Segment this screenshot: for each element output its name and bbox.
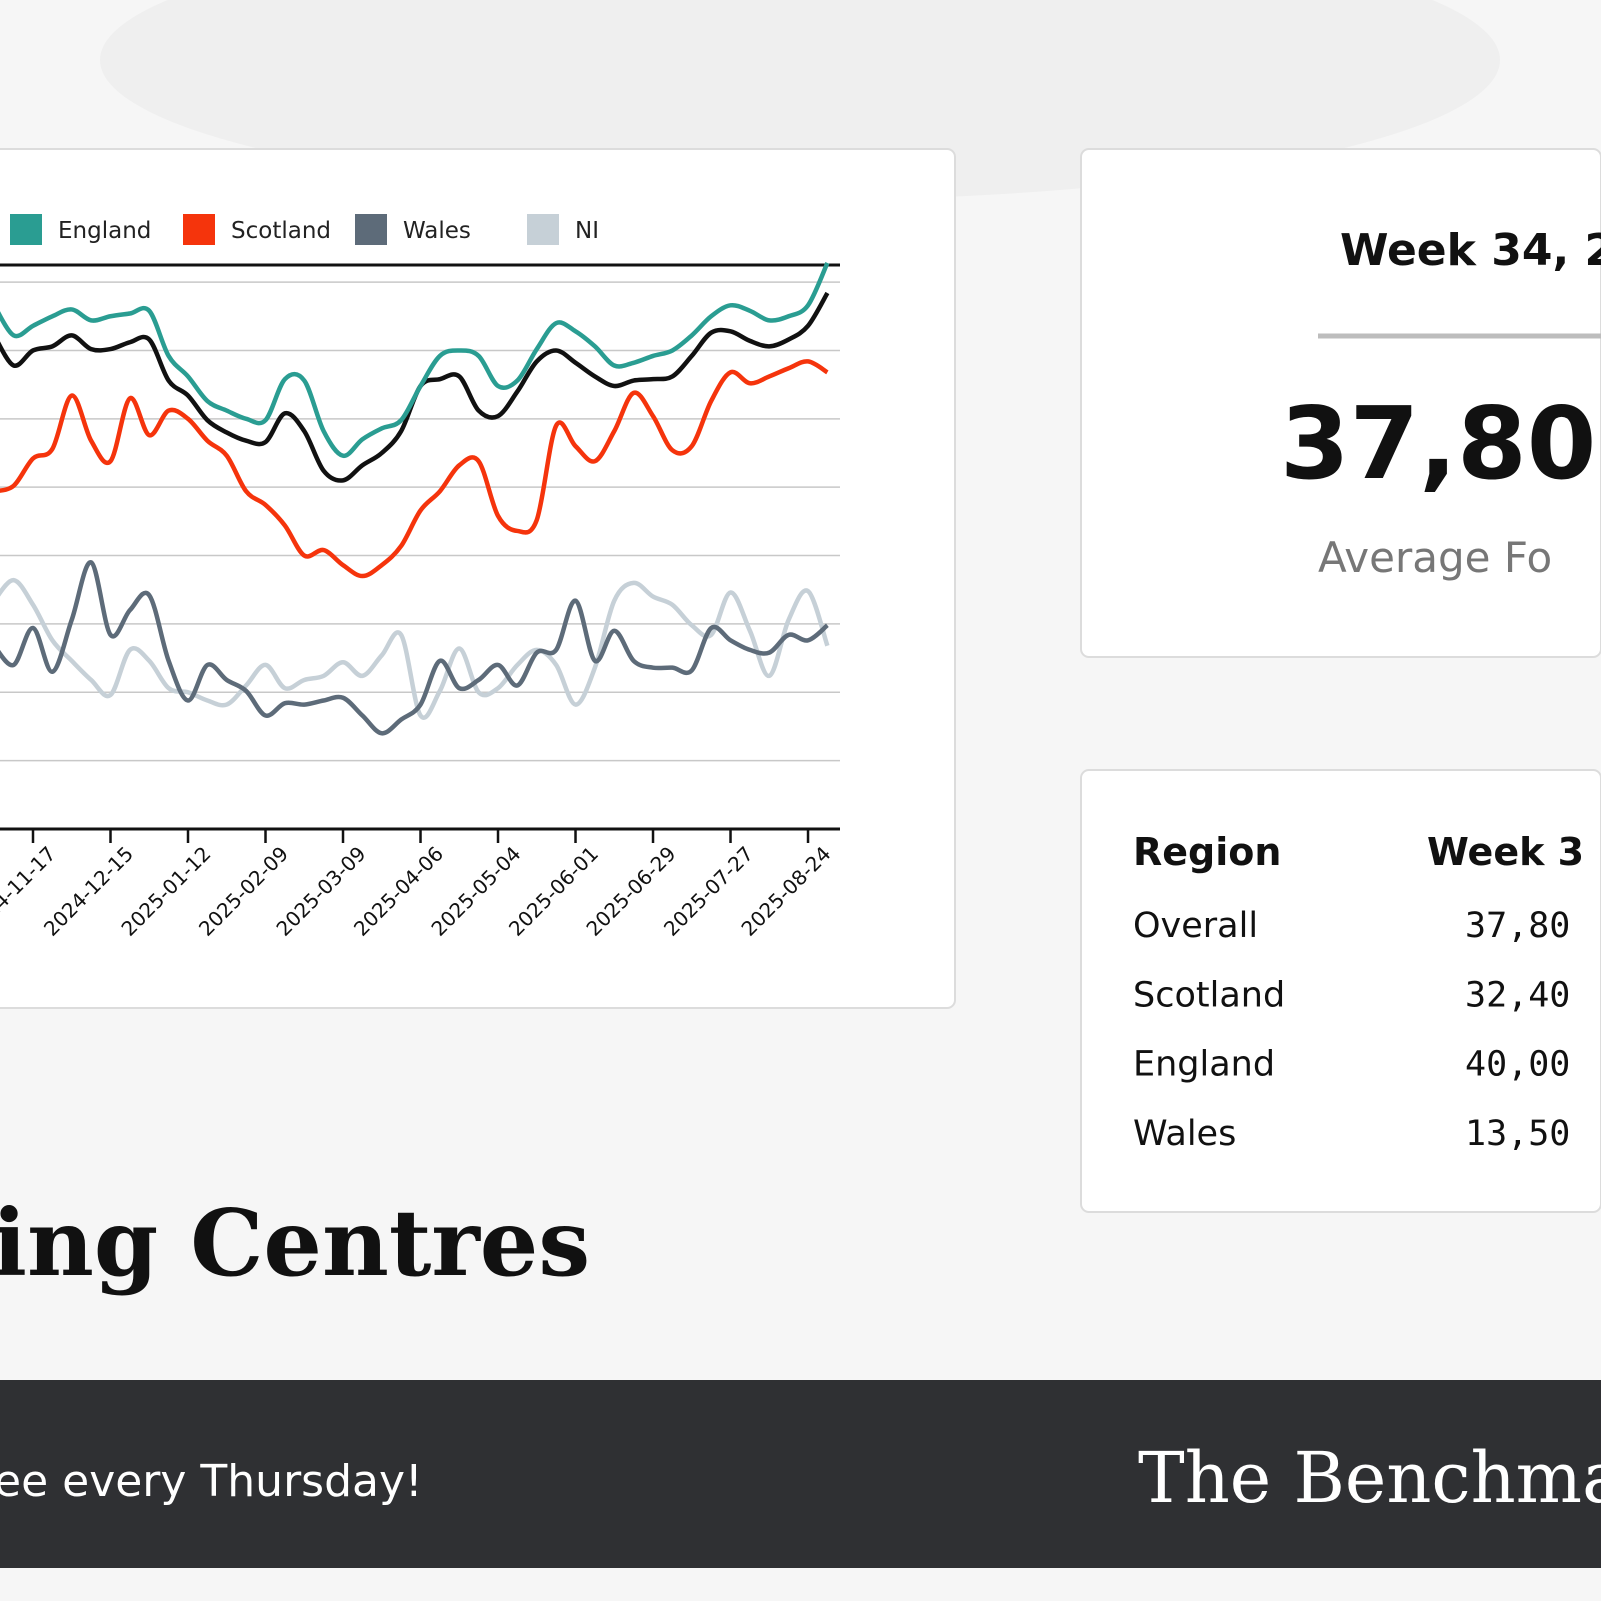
footer-text: ee every Thursday! — [0, 1456, 423, 1507]
brand: The Benchma — [1138, 1437, 1601, 1519]
series-line — [0, 262, 830, 458]
table-cell: 37,80 — [1465, 906, 1570, 946]
legend-swatch — [10, 214, 42, 245]
table-card — [1080, 769, 1601, 1213]
table-cell: Wales — [1133, 1114, 1236, 1154]
legend-label: NI — [575, 218, 599, 244]
summary-label: Average Fo — [1318, 533, 1552, 582]
chart-card — [0, 148, 956, 1009]
table-header: Week 3 — [1427, 830, 1584, 874]
legend-label: Wales — [403, 218, 471, 244]
region-table: Region Week 3 Overall 37,80 Scotland 32,40 Eng… — [1133, 830, 1584, 1154]
legend-swatch — [355, 214, 387, 245]
table-header: Region — [1133, 830, 1281, 874]
legend-label: Scotland — [231, 218, 331, 244]
table-cell: Scotland — [1133, 975, 1285, 1015]
table-cell: 32,40 — [1465, 975, 1570, 1015]
table-cell: England — [1133, 1045, 1275, 1085]
table-cell: Overall — [1133, 906, 1258, 946]
legend-label: England — [58, 218, 151, 244]
series-line — [0, 560, 829, 736]
table-cell: 13,50 — [1465, 1114, 1570, 1154]
series-line — [0, 359, 829, 579]
summary-card — [1080, 148, 1601, 658]
series-line — [0, 577, 830, 720]
footer-band — [0, 1380, 1601, 1568]
summary-value: 37,800 — [1280, 385, 1601, 502]
legend-swatch — [183, 214, 215, 245]
table-cell: 40,00 — [1465, 1045, 1570, 1085]
week-label: Week 34, 2 — [1340, 225, 1601, 276]
legend-swatch — [527, 214, 559, 245]
page-title: ing Centres — [0, 1189, 590, 1297]
